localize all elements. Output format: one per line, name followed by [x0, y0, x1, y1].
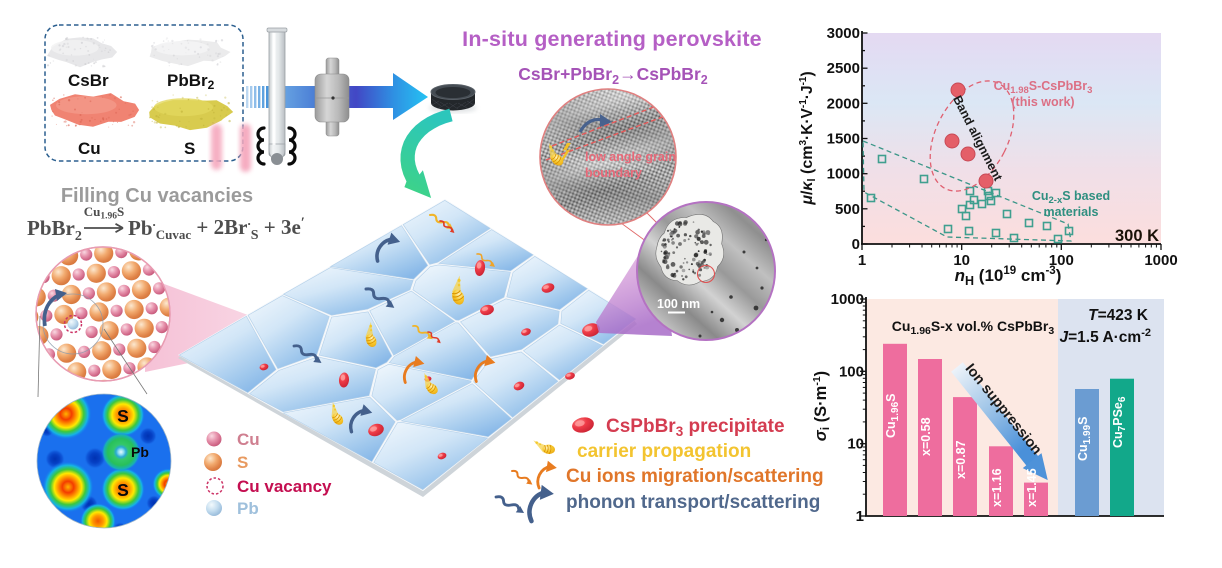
svg-text:0: 0 — [852, 236, 860, 253]
svg-text:100: 100 — [839, 363, 864, 380]
svg-text:x=1.16: x=1.16 — [990, 468, 1004, 507]
svg-text:μ/κl (cm3·K·V-1·J-1): μ/κl (cm3·K·V-1·J-1) — [798, 71, 818, 205]
svg-text:3000: 3000 — [827, 25, 860, 42]
svg-text:S: S — [237, 453, 248, 472]
svg-text:CsPbBr3 precipitate: CsPbBr3 precipitate — [606, 416, 785, 439]
svg-text:500: 500 — [835, 201, 860, 218]
svg-text:Cu ions migration/scattering: Cu ions migration/scattering — [566, 466, 824, 487]
svg-text:T=423 K: T=423 K — [1088, 307, 1149, 324]
svg-text:1: 1 — [858, 252, 866, 269]
svg-text:2000: 2000 — [827, 95, 860, 112]
svg-text:Pb: Pb — [131, 444, 149, 460]
svg-text:Cu: Cu — [78, 139, 101, 158]
svg-text:CsBr+PbBr2→CsPbBr2: CsBr+PbBr2→CsPbBr2 — [518, 64, 708, 87]
svg-text:PbBr2: PbBr2 — [167, 71, 215, 92]
svg-text:CsBr: CsBr — [68, 71, 109, 90]
svg-text:1000: 1000 — [831, 291, 864, 308]
svg-text:materials: materials — [1044, 205, 1099, 219]
svg-text:1000: 1000 — [1144, 252, 1177, 269]
svg-text:carrier propagation: carrier propagation — [577, 441, 751, 462]
svg-text:1500: 1500 — [827, 131, 860, 148]
svg-text:Cu1.96S: Cu1.96S — [884, 394, 901, 438]
svg-text:2500: 2500 — [827, 60, 860, 77]
svg-text:Cu1.98S-CsPbBr3: Cu1.98S-CsPbBr3 — [994, 79, 1093, 96]
svg-text:(this work): (this work) — [1011, 95, 1074, 109]
svg-text:PbBr2: PbBr2 — [27, 216, 82, 244]
svg-text:nH (1019 cm-3): nH (1019 cm-3) — [955, 265, 1062, 288]
svg-text:boundary: boundary — [585, 166, 642, 180]
svg-text:Pb: Pb — [237, 499, 259, 518]
svg-text:J=1.5 A·cm-2: J=1.5 A·cm-2 — [1060, 327, 1152, 346]
svg-text:In-situ generating perovskite: In-situ generating perovskite — [462, 27, 762, 51]
svg-text:300 K: 300 K — [1115, 227, 1159, 245]
svg-text:S: S — [117, 406, 129, 426]
svg-text:S: S — [117, 480, 129, 500]
svg-text:low angle grain: low angle grain — [585, 150, 676, 164]
svg-text:Cu1.99S: Cu1.99S — [1076, 417, 1093, 461]
svg-text:100: 100 — [1049, 252, 1074, 269]
svg-text:x=1.45: x=1.45 — [1025, 468, 1039, 507]
svg-text:σi (S·m-1): σi (S·m-1) — [811, 371, 832, 441]
svg-text:10: 10 — [953, 252, 970, 269]
svg-text:Pb.Cuvac + 2Br.S + 3e′: Pb.Cuvac + 2Br.S + 3e′ — [128, 213, 305, 243]
svg-text:x=0.87: x=0.87 — [954, 440, 968, 479]
svg-text:1: 1 — [856, 508, 864, 525]
svg-text:Cu7PSe6: Cu7PSe6 — [1111, 396, 1128, 448]
svg-text:x=0.58: x=0.58 — [919, 417, 933, 456]
svg-text:Cu vacancy: Cu vacancy — [237, 477, 332, 496]
svg-text:100 nm: 100 nm — [657, 297, 700, 311]
svg-text:Cu: Cu — [237, 430, 260, 449]
svg-text:1000: 1000 — [827, 166, 860, 183]
svg-text:Cu1.96S-x vol.% CsPbBr3: Cu1.96S-x vol.% CsPbBr3 — [892, 318, 1055, 337]
svg-text:10: 10 — [847, 436, 864, 453]
svg-text:Filling Cu vacancies: Filling Cu vacancies — [61, 185, 253, 207]
svg-text:phonon transport/scattering: phonon transport/scattering — [566, 492, 820, 513]
svg-text:S: S — [184, 139, 195, 158]
